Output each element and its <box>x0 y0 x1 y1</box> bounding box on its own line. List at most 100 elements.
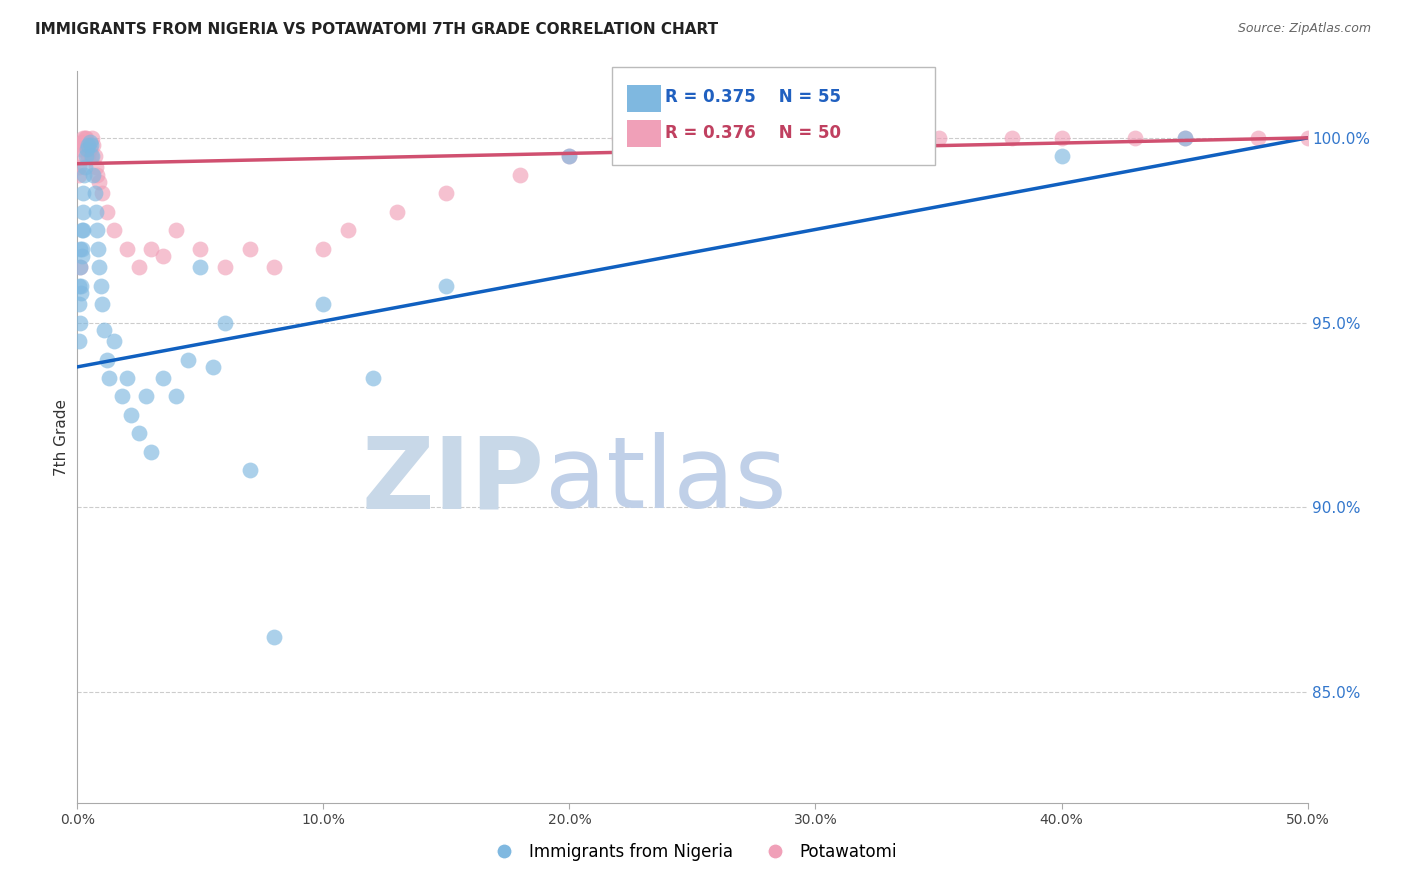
Point <box>69 260 91 274</box>
Point <box>70 223 93 237</box>
Point <box>90 297 114 311</box>
Point <box>188 260 212 274</box>
Point <box>177 352 200 367</box>
Point <box>70 285 93 300</box>
Point <box>121 408 143 422</box>
Point <box>73 168 96 182</box>
Point <box>84 161 107 175</box>
Point <box>82 131 104 145</box>
Point <box>77 138 100 153</box>
Point <box>67 278 90 293</box>
Point <box>312 242 335 256</box>
Point <box>72 204 94 219</box>
Point <box>1296 131 1319 145</box>
Point <box>80 138 103 153</box>
Point <box>76 142 98 156</box>
Point <box>141 242 163 256</box>
Point <box>69 149 91 163</box>
Point <box>77 149 100 163</box>
Text: R = 0.375    N = 55: R = 0.375 N = 55 <box>665 88 841 106</box>
Point <box>128 260 150 274</box>
Point <box>1001 131 1024 145</box>
Point <box>87 242 110 256</box>
Point <box>83 186 105 201</box>
Point <box>70 135 93 149</box>
Point <box>86 168 108 182</box>
Point <box>214 260 236 274</box>
Point <box>67 297 90 311</box>
Legend: Immigrants from Nigeria, Potawatomi: Immigrants from Nigeria, Potawatomi <box>481 837 904 868</box>
Point <box>755 131 778 145</box>
Point <box>1050 131 1073 145</box>
Point <box>115 242 138 256</box>
Point <box>89 175 111 189</box>
Point <box>96 204 118 219</box>
Point <box>82 138 104 153</box>
Point <box>436 186 458 201</box>
Point <box>165 389 187 403</box>
Point <box>312 297 335 311</box>
Point <box>1174 131 1197 145</box>
Point <box>1050 149 1073 163</box>
Point <box>128 426 150 441</box>
Point <box>188 242 212 256</box>
Point <box>79 142 101 156</box>
Point <box>75 131 97 145</box>
Point <box>509 168 531 182</box>
Point <box>436 278 458 293</box>
Y-axis label: 7th Grade: 7th Grade <box>53 399 69 475</box>
Point <box>239 242 262 256</box>
Point <box>607 131 630 145</box>
Point <box>152 249 174 263</box>
Point <box>98 371 121 385</box>
Point <box>1247 131 1270 145</box>
Point <box>70 242 93 256</box>
Point <box>93 323 115 337</box>
Point <box>72 223 94 237</box>
Point <box>141 445 163 459</box>
Point <box>263 630 285 644</box>
Point <box>73 131 96 145</box>
Text: Source: ZipAtlas.com: Source: ZipAtlas.com <box>1237 22 1371 36</box>
Point <box>82 168 104 182</box>
Point <box>90 278 112 293</box>
Point <box>239 463 262 477</box>
Point <box>558 149 581 163</box>
Point <box>73 161 96 175</box>
Point <box>70 249 93 263</box>
Point <box>76 138 98 153</box>
Point <box>69 242 91 256</box>
Point <box>682 131 704 145</box>
Point <box>558 149 581 163</box>
Point <box>72 135 94 149</box>
Point <box>115 371 138 385</box>
Point <box>79 135 101 149</box>
Point <box>1174 131 1197 145</box>
Point <box>72 131 94 145</box>
Point <box>111 389 132 403</box>
Point <box>67 168 90 182</box>
Point <box>70 142 93 156</box>
Point <box>83 149 105 163</box>
Text: IMMIGRANTS FROM NIGERIA VS POTAWATOMI 7TH GRADE CORRELATION CHART: IMMIGRANTS FROM NIGERIA VS POTAWATOMI 7T… <box>35 22 718 37</box>
Text: atlas: atlas <box>546 433 786 530</box>
Point <box>152 371 174 385</box>
Point <box>90 186 114 201</box>
Point <box>103 334 125 348</box>
Point <box>928 131 950 145</box>
Text: R = 0.376    N = 50: R = 0.376 N = 50 <box>665 124 841 142</box>
Point <box>67 161 90 175</box>
Point <box>69 260 91 274</box>
Point <box>103 223 125 237</box>
Point <box>1125 131 1147 145</box>
Point <box>84 204 107 219</box>
Point <box>80 149 103 163</box>
Point <box>361 371 384 385</box>
Point <box>682 138 704 153</box>
Point <box>70 278 93 293</box>
Point <box>72 186 94 201</box>
Point <box>263 260 285 274</box>
Point <box>89 260 111 274</box>
Point <box>96 352 118 367</box>
Point <box>82 149 104 163</box>
